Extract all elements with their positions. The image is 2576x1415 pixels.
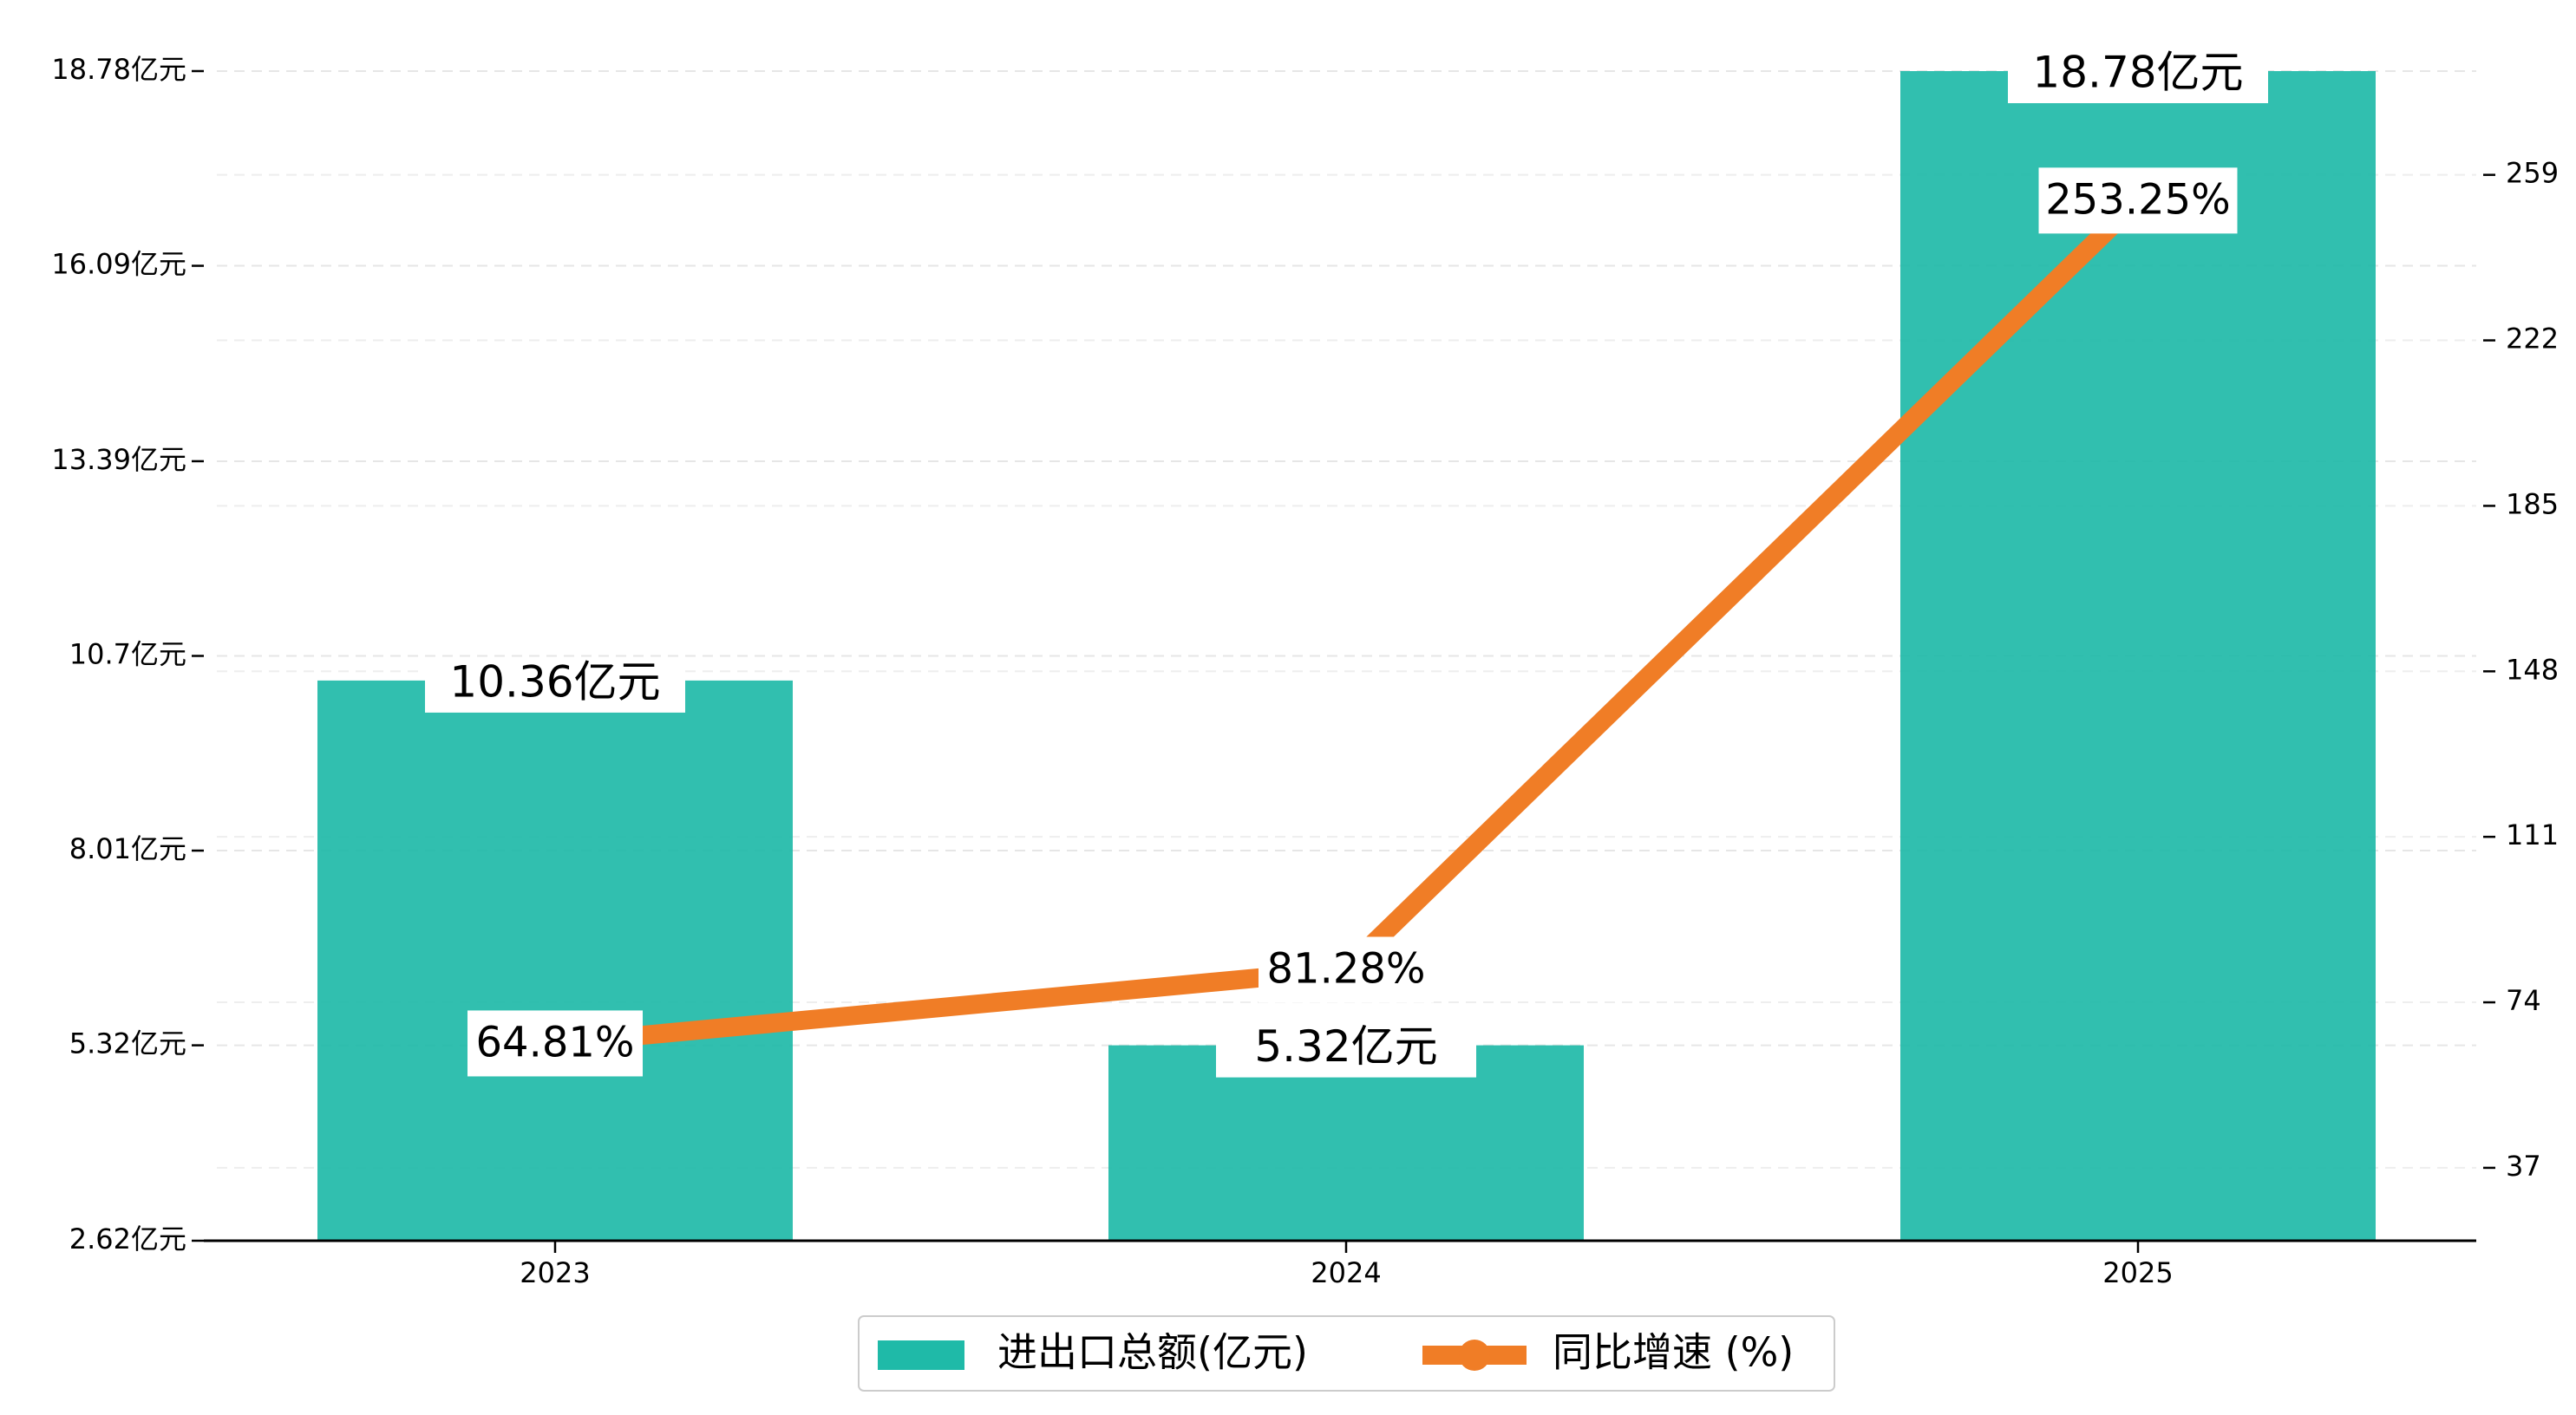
data-labels: 10.36亿元 5.32亿元 18.78亿元 64.81% 81.28% 253.25% xyxy=(425,48,2268,1078)
bar-2024 xyxy=(1108,1045,1584,1241)
line-value-label: 81.28% xyxy=(1266,944,1425,993)
right-tick-label: 259 xyxy=(2506,157,2559,190)
x-tick-label: 2023 xyxy=(520,1256,590,1289)
line-label-box xyxy=(467,1010,643,1077)
right-tick-label: 185 xyxy=(2506,487,2559,520)
left-tick-label: 5.32亿元 xyxy=(69,1027,186,1060)
legend-label-line: 同比增速 (%) xyxy=(1553,1329,1794,1376)
legend: 进出口总额(亿元) 同比增速 (%) xyxy=(858,1315,1835,1392)
bar-label-box xyxy=(2008,48,2268,103)
left-tick-label: 13.39亿元 xyxy=(51,443,186,476)
legend-label-bar: 进出口总额(亿元) xyxy=(997,1329,1308,1376)
bar-value-label: 18.78亿元 xyxy=(2032,48,2243,98)
right-tick-label: 37 xyxy=(2506,1150,2541,1183)
legend-box xyxy=(858,1315,1835,1392)
line-value-label: 253.25% xyxy=(2045,175,2231,224)
line-value-label: 64.81% xyxy=(475,1018,634,1066)
bar-2025 xyxy=(1900,71,2376,1241)
bar-value-label: 10.36亿元 xyxy=(449,656,660,707)
left-tick-label: 8.01亿元 xyxy=(69,832,186,865)
left-tick-label: 18.78亿元 xyxy=(51,53,186,86)
line-label-box xyxy=(1259,936,1434,1003)
axes: 2.62亿元 5.32亿元 8.01亿元 10.7亿元 13.39亿元 16.09亿元 18… xyxy=(51,53,2559,1289)
line-label-box xyxy=(2038,167,2238,234)
left-tick-label: 16.09亿元 xyxy=(51,248,186,281)
right-tick-label: 111 xyxy=(2506,818,2559,851)
bar-value-label: 5.32亿元 xyxy=(1254,1021,1437,1072)
bar-series xyxy=(317,71,2376,1241)
left-tick-label: 2.62亿元 xyxy=(69,1223,186,1255)
legend-swatch-marker xyxy=(1459,1340,1490,1371)
bar-2023 xyxy=(317,680,793,1241)
right-tick-label: 148 xyxy=(2506,653,2559,686)
legend-swatch-bar xyxy=(878,1340,964,1370)
right-tick-label: 222 xyxy=(2506,323,2559,355)
left-tick-label: 10.7亿元 xyxy=(69,638,186,671)
right-tick-label: 74 xyxy=(2506,984,2541,1017)
x-tick-label: 2025 xyxy=(2102,1256,2173,1289)
x-tick-label: 2024 xyxy=(1311,1256,1381,1289)
bar-label-box xyxy=(1216,1021,1476,1078)
bar-label-box xyxy=(425,656,685,713)
